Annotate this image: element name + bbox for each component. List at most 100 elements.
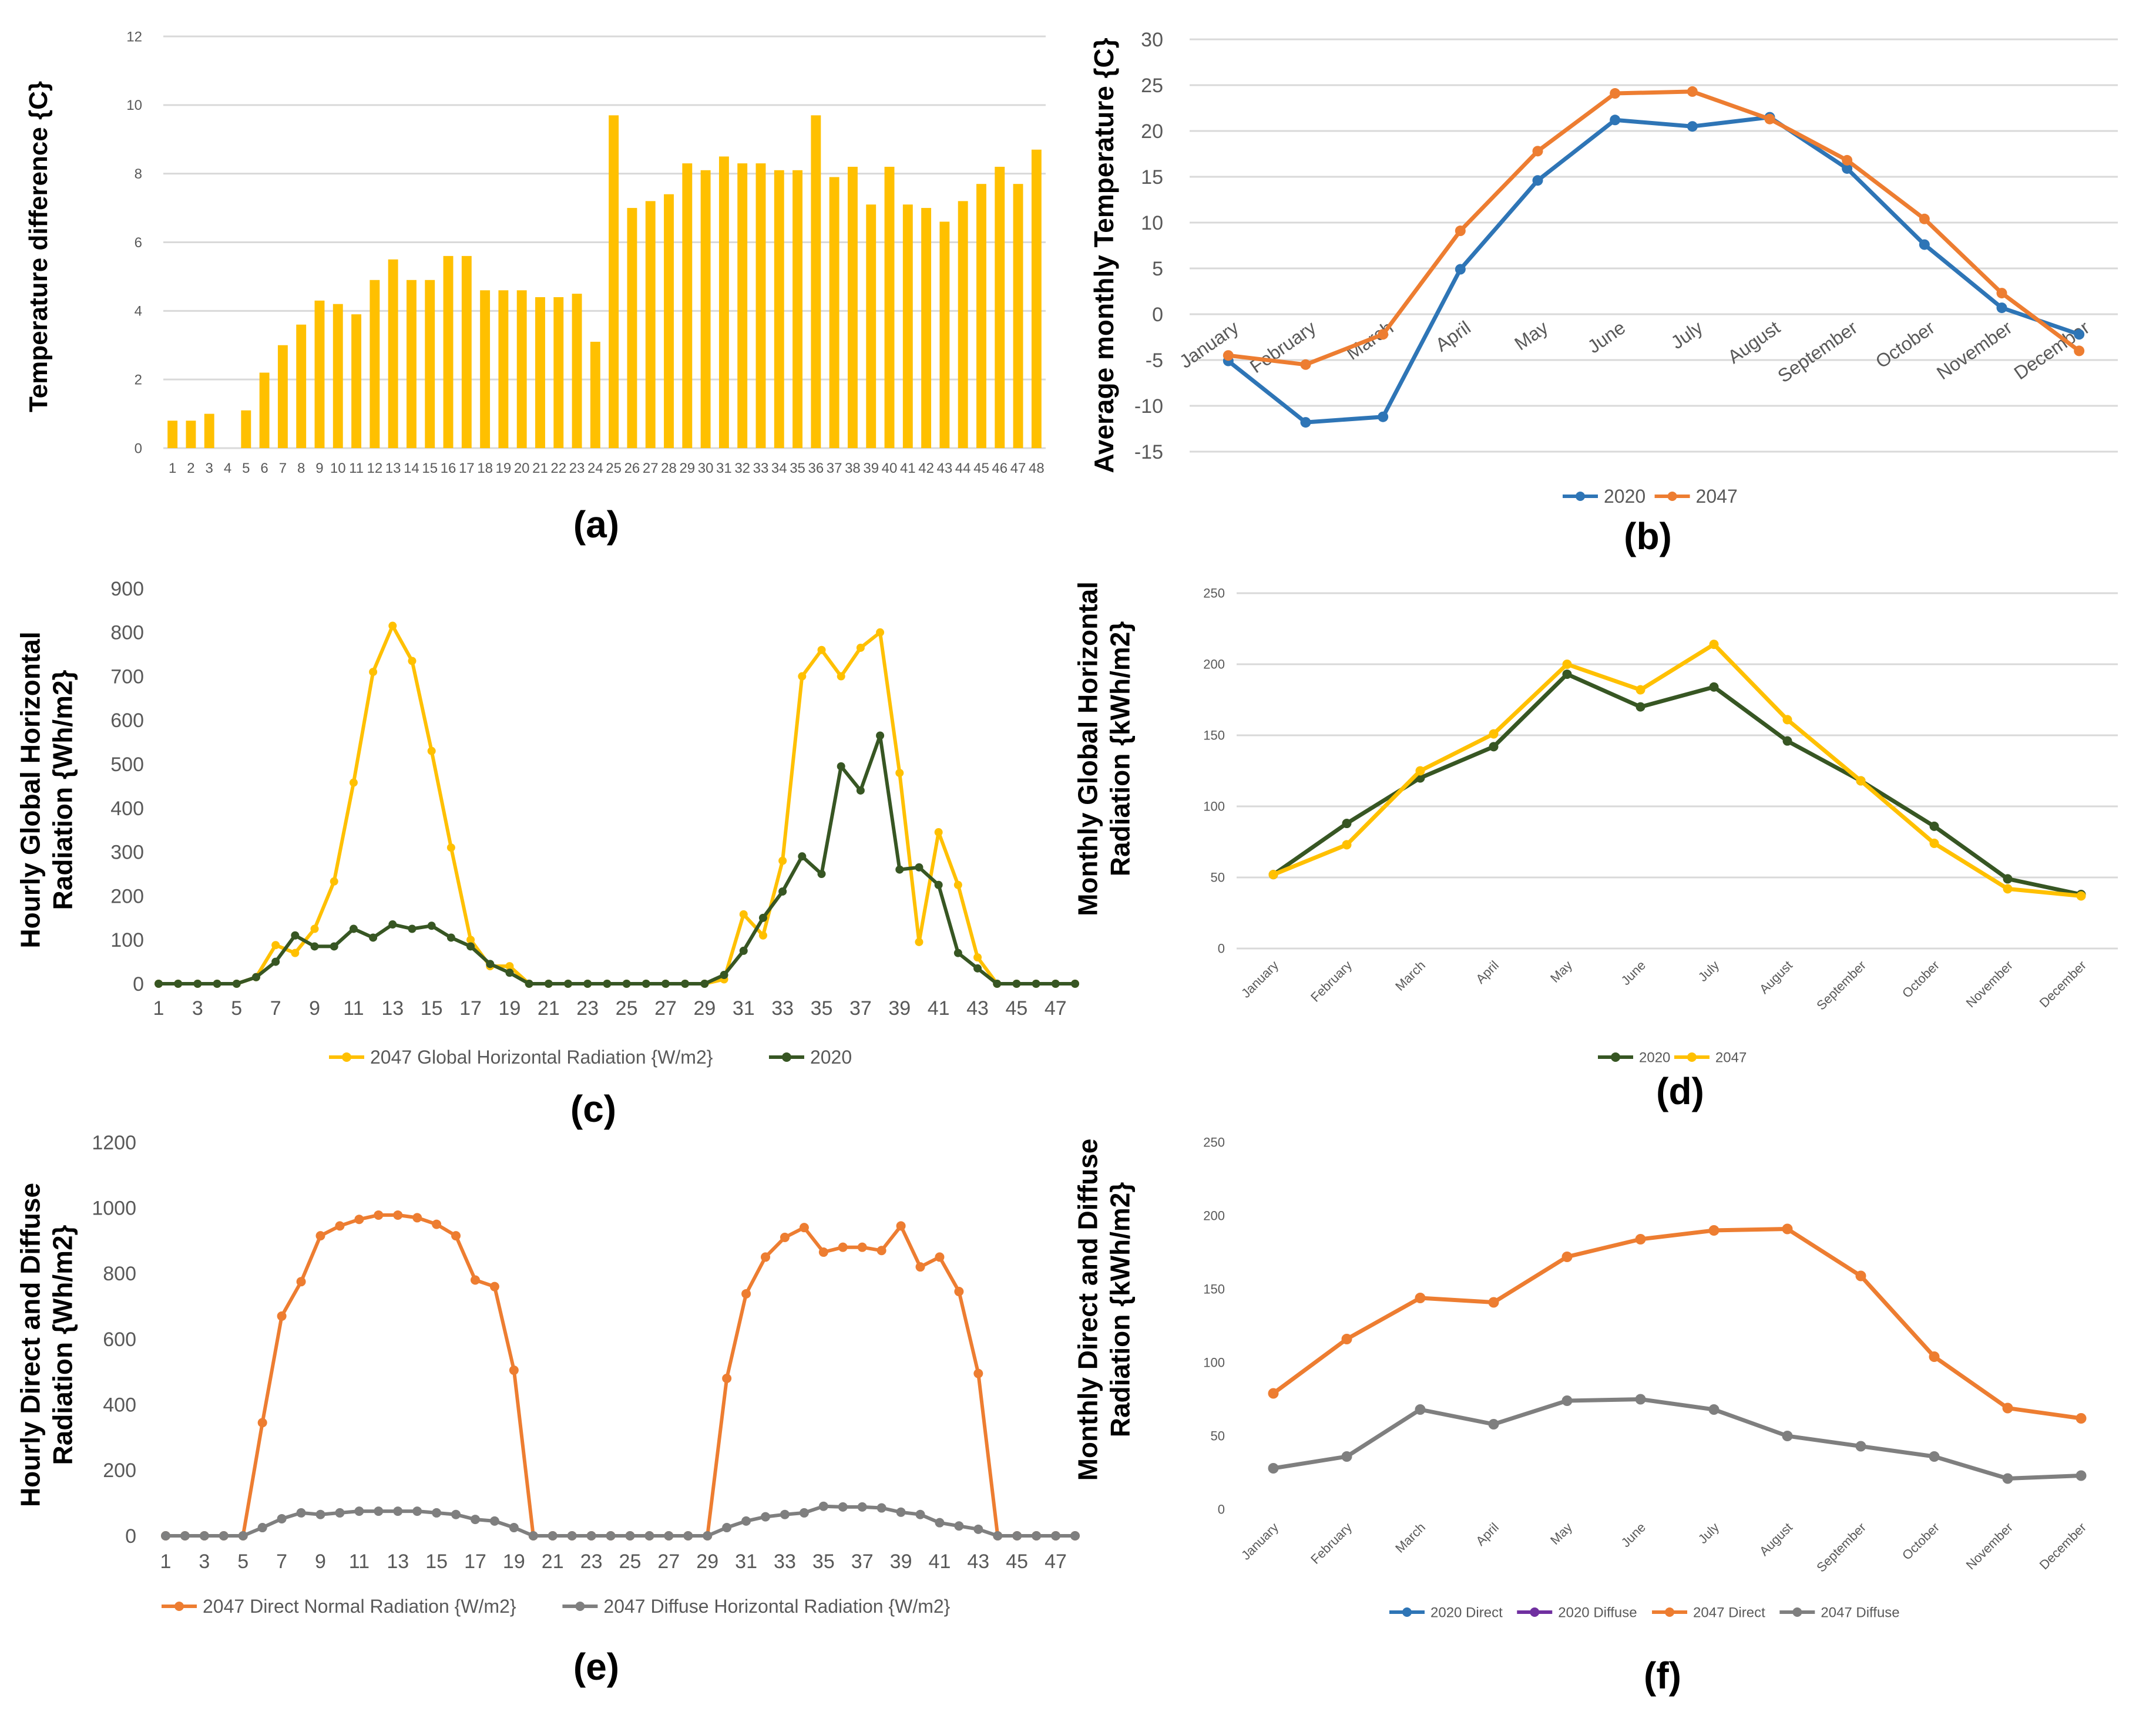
data-point — [798, 672, 807, 681]
bar — [498, 290, 509, 448]
y-tick-label: 200 — [1203, 657, 1225, 672]
bar — [774, 170, 784, 448]
x-tick-label: February — [1308, 1520, 1355, 1567]
data-point — [412, 1213, 422, 1223]
data-point — [161, 1531, 170, 1541]
data-point — [935, 1518, 945, 1528]
data-point — [625, 1531, 635, 1541]
data-point — [780, 1509, 790, 1519]
data-point — [432, 1219, 442, 1229]
y-tick-label: 500 — [110, 754, 144, 776]
x-tick-label: 37 — [827, 460, 842, 476]
data-point — [761, 1252, 771, 1262]
y-tick-label: 1200 — [92, 1132, 136, 1154]
x-tick-label: July — [1667, 317, 1707, 353]
chart-f: 0 50 100 150 200 250 January February March April… — [1072, 1135, 2089, 1697]
data-point — [758, 931, 767, 940]
data-point — [1855, 1441, 1866, 1452]
data-point — [1929, 1451, 1940, 1462]
y-axis-title: Temperature difference {C} — [24, 81, 53, 412]
data-point — [1455, 226, 1466, 237]
data-point — [1856, 776, 1866, 786]
data-point — [2076, 1470, 2087, 1481]
x-tick-label: 17 — [459, 460, 475, 476]
legend-entry: 2047 Global Horizontal Radiation {W/m2} — [370, 1047, 713, 1068]
data-point — [1223, 350, 1234, 361]
bar — [627, 208, 637, 448]
data-point — [644, 1531, 654, 1541]
x-tick-label: 3 — [192, 997, 203, 1020]
bar — [755, 163, 766, 448]
x-tick-label: 6 — [260, 460, 268, 476]
bar — [461, 255, 472, 448]
data-point — [548, 1531, 558, 1541]
x-tick-label: 11 — [343, 997, 364, 1020]
x-tick-label: 43 — [966, 997, 989, 1020]
bar — [388, 259, 398, 448]
x-tick-label: 27 — [657, 1550, 680, 1573]
data-point — [1636, 702, 1645, 712]
x-tick-label: 30 — [698, 460, 714, 476]
data-point — [1341, 1451, 1352, 1462]
x-tick-label: January — [1238, 1520, 1281, 1563]
x-tick-label: November — [1933, 317, 2016, 384]
bar — [939, 221, 950, 448]
x-tick-label: 17 — [464, 1550, 486, 1573]
bar — [737, 163, 748, 448]
bar — [609, 115, 619, 448]
x-tick-label: 7 — [279, 460, 287, 476]
data-point — [661, 980, 670, 988]
x-tick-label: 47 — [1045, 1550, 1067, 1573]
data-point — [954, 1521, 964, 1531]
data-point — [953, 880, 962, 889]
x-tick-label: 39 — [890, 1550, 912, 1573]
data-point — [180, 1531, 190, 1541]
legend-marker — [1530, 1607, 1540, 1617]
data-point — [856, 786, 865, 795]
data-point — [1268, 1388, 1279, 1399]
x-tick-label: 45 — [1006, 997, 1028, 1020]
bar — [314, 300, 325, 448]
y-tick-label: 0 — [125, 1525, 136, 1548]
data-point — [310, 942, 319, 951]
data-point — [238, 1531, 248, 1541]
data-point — [817, 870, 826, 879]
x-tick-label: 41 — [928, 997, 950, 1020]
data-point — [315, 1509, 325, 1519]
y-tick-label: 700 — [110, 665, 144, 688]
data-point — [915, 937, 923, 946]
data-point — [1012, 1531, 1022, 1541]
data-point — [1929, 821, 1939, 831]
data-point — [257, 1418, 267, 1428]
x-tick-label: 10 — [330, 460, 346, 476]
data-point — [722, 1374, 732, 1383]
x-tick-label: 39 — [863, 460, 879, 476]
data-point — [315, 1231, 325, 1241]
data-point — [1855, 1270, 1866, 1282]
data-point — [1782, 715, 1792, 725]
panel-label: (d) — [1656, 1070, 1704, 1112]
x-tick-label: 32 — [734, 460, 750, 476]
y-axis-title-line: Monthly Direct and Diffuse — [1072, 1139, 1103, 1481]
x-tick-label: 37 — [849, 997, 872, 1020]
data-point — [1489, 742, 1499, 752]
x-tick-label: September — [1814, 958, 1869, 1013]
data-point — [1070, 1531, 1080, 1541]
y-tick-label: 50 — [1211, 870, 1225, 885]
y-tick-label: 10 — [126, 97, 142, 113]
x-tick-label: April — [1473, 958, 1502, 987]
data-point — [451, 1231, 461, 1241]
data-point — [1300, 417, 1311, 428]
y-tick-label: 30 — [1141, 29, 1163, 51]
data-point — [1782, 1223, 1793, 1235]
data-point — [973, 964, 982, 973]
y-tick-label: 0 — [1218, 941, 1225, 956]
data-point — [722, 1523, 732, 1533]
bar — [829, 177, 839, 448]
data-point — [664, 1531, 674, 1541]
y-tick-label: 600 — [110, 709, 144, 732]
x-tick-label: 37 — [851, 1550, 874, 1573]
panel-label: (f) — [1644, 1654, 1681, 1697]
data-point — [1378, 329, 1389, 340]
